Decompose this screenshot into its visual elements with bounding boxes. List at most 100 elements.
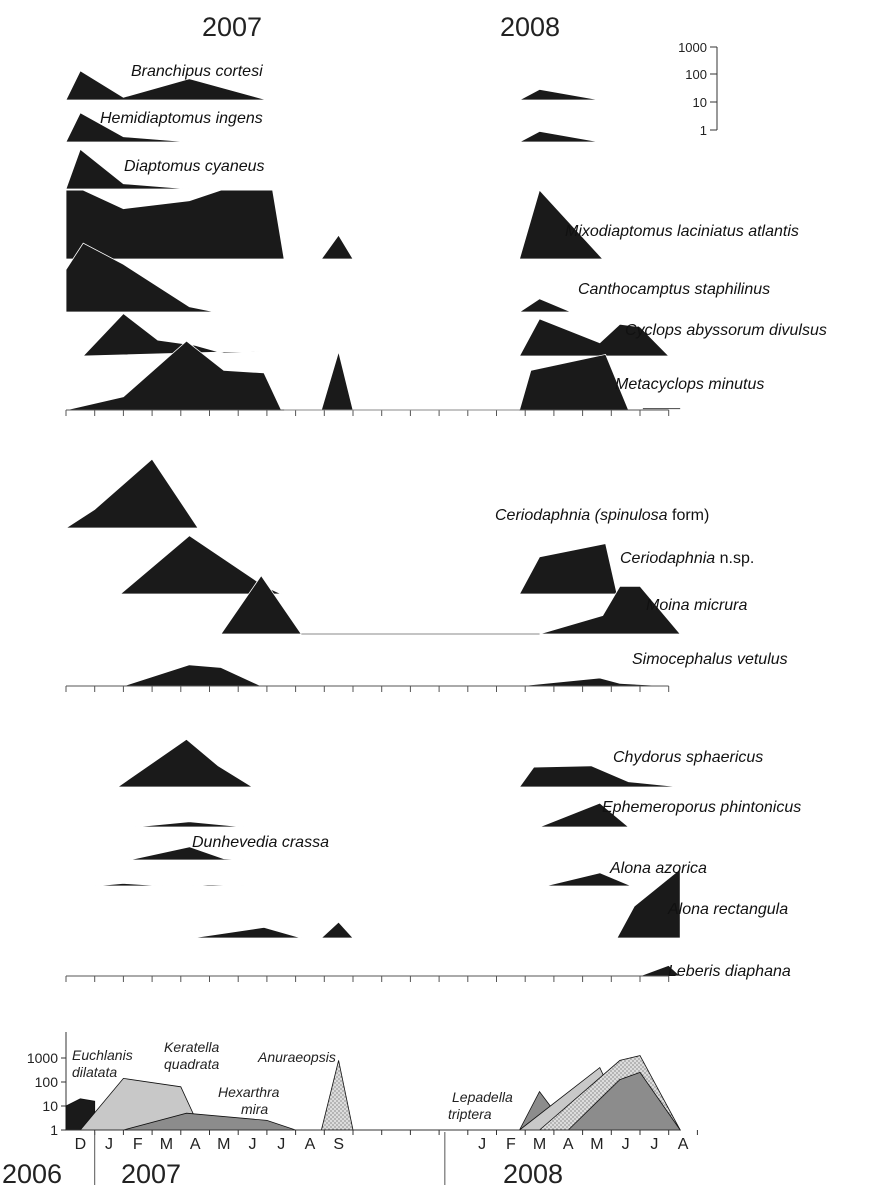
series-area-simocephalus-vetulus-1 xyxy=(519,677,669,687)
rotifer-label-keratella-2: quadrata xyxy=(164,1056,219,1072)
rotifer-label-euchlanis-2: dilatata xyxy=(72,1064,117,1080)
label-part-ceriodaphnia: Ceriodaphnia ( xyxy=(495,507,602,524)
copepod-anostracan-panel xyxy=(65,70,681,416)
rotifer-label-hexarthra-2: mira xyxy=(241,1101,268,1117)
series-label-branchipus-cortesi: Branchipus cortesi xyxy=(131,63,263,80)
series-label-diaptomus-cyaneus: Diaptomus cyaneus xyxy=(124,158,265,175)
month-label: J xyxy=(249,1136,257,1153)
month-label: M xyxy=(160,1136,173,1153)
rotifer-ytick-label: 10 xyxy=(42,1098,58,1114)
rotifer-label-keratella-1: Keratella xyxy=(164,1039,219,1055)
month-label: A xyxy=(678,1136,689,1153)
rotifer-ytick-label: 100 xyxy=(35,1074,59,1090)
scale-legend: 1000 100 10 1 xyxy=(678,40,718,138)
series-label-alona-azorica: Alona azorica xyxy=(609,860,707,877)
series-label-dunhevedia: Dunhevedia crassa xyxy=(192,834,329,851)
series-area-ceriodaphnia-spinulosa-form-0 xyxy=(64,458,199,529)
series-area-alona-azorica-0 xyxy=(94,882,164,887)
series-area-cyclops-abyssorum-divulsus-0 xyxy=(82,313,273,357)
series-area-hemidiaptomus-ingens-1 xyxy=(519,130,600,143)
series-area-chydorus-sphaericus-1 xyxy=(518,765,681,788)
series-label-cyclops: Cyclops abyssorum divulsus xyxy=(625,322,827,339)
series-area-branchipus-cortesi-0 xyxy=(65,70,268,101)
label-part-form: form) xyxy=(668,507,710,524)
top-year-2008: 2008 xyxy=(500,12,560,42)
scale-tick-10: 10 xyxy=(693,95,707,110)
month-label: M xyxy=(590,1136,603,1153)
scale-tick-1000: 1000 xyxy=(678,40,707,55)
series-label-hemidiaptomus-ingens: Hemidiaptomus ingens xyxy=(100,110,263,127)
series-area-metacyclops-minutus-2 xyxy=(518,353,630,411)
series-label-ceriodaphnia-nsp: Ceriodaphnia n.sp. xyxy=(620,550,754,567)
label-part-spinulosa: spinulosa xyxy=(600,507,668,524)
month-label: J xyxy=(105,1136,113,1153)
month-label: M xyxy=(533,1136,546,1153)
top-year-2007: 2007 xyxy=(202,12,262,42)
series-area-alona-azorica-2 xyxy=(545,872,632,887)
series-label-leberis: Leberis diaphana xyxy=(668,963,791,980)
label-part-genus: Ceriodaphnia xyxy=(620,550,715,567)
rotifer-label-anuraeopsis: Anuraeopsis xyxy=(257,1049,336,1065)
month-label: S xyxy=(333,1136,344,1153)
month-label: J xyxy=(622,1136,630,1153)
series-label-chydorus: Chydorus sphaericus xyxy=(613,749,763,766)
series-label-ephemeroporus: Ephemeroporus phintonicus xyxy=(602,799,801,816)
series-label-moina: Moina micrura xyxy=(646,597,747,614)
rotifer-label-euchlanis-1: Euchlanis xyxy=(72,1047,133,1063)
series-area-canthocamptus-staphilinus-0 xyxy=(65,242,216,313)
daphniid-panel xyxy=(64,458,682,692)
bottom-year-2008: 2008 xyxy=(503,1159,563,1187)
series-label-alona-rectangula: Alona rectangula xyxy=(667,901,788,918)
series-label-mixodiaptomus: Mixodiaptomus laciniatus atlantis xyxy=(565,223,799,240)
rotifer-ytick-label: 1 xyxy=(50,1122,58,1138)
month-label: F xyxy=(133,1136,143,1153)
month-label: M xyxy=(217,1136,230,1153)
series-label-canthocamptus: Canthocamptus staphilinus xyxy=(578,281,770,298)
month-label: A xyxy=(190,1136,201,1153)
month-label: F xyxy=(506,1136,516,1153)
series-label-ceriodaphnia-spinulosa: Ceriodaphnia (spinulosa form) xyxy=(495,507,709,524)
chydorid-panel xyxy=(65,738,682,982)
series-area-alona-rectangula-1 xyxy=(320,921,354,939)
month-label: J xyxy=(277,1136,285,1153)
label-part-nsp: n.sp. xyxy=(715,550,754,567)
series-area-chydorus-sphaericus-0 xyxy=(116,738,254,788)
series-area-moina-micrura-1 xyxy=(539,585,682,635)
series-area-mixodiaptomus-laciniatus-atlantis-2 xyxy=(518,189,604,260)
series-area-branchipus-cortesi-1 xyxy=(519,88,600,101)
rotifer-label-hexarthra-1: Hexarthra xyxy=(218,1084,280,1100)
series-label-metacyclops: Metacyclops minutus xyxy=(615,376,764,393)
series-area-mixodiaptomus-laciniatus-atlantis-0 xyxy=(65,189,285,260)
series-area-hemidiaptomus-ingens-0 xyxy=(65,112,190,143)
scale-tick-100: 100 xyxy=(685,67,707,82)
series-label-simocephalus: Simocephalus vetulus xyxy=(632,651,788,668)
rotifer-label-lepadella-1: Lepadella xyxy=(452,1089,513,1105)
series-area-alona-rectangula-2 xyxy=(616,868,681,939)
month-label: A xyxy=(563,1136,574,1153)
series-area-metacyclops-minutus-1 xyxy=(320,350,354,411)
series-area-cyclops-abyssorum-divulsus-1 xyxy=(518,318,670,357)
series-area-ceriodaphnia-n-sp-1 xyxy=(518,543,618,595)
series-area-moina-micrura-0 xyxy=(220,574,303,635)
rotifer-label-lepadella-2: triptera xyxy=(448,1106,492,1122)
series-area-dunhevedia-crassa-0 xyxy=(129,846,244,861)
series-area-simocephalus-vetulus-0 xyxy=(123,664,262,687)
rotifer-ytick-label: 1000 xyxy=(27,1050,58,1066)
month-label: J xyxy=(650,1136,658,1153)
month-label: J xyxy=(478,1136,486,1153)
bottom-year-2006: 2006 xyxy=(2,1159,62,1187)
series-area-ephemeroporus-phintonicus-1 xyxy=(539,802,630,828)
series-area-alona-azorica-1 xyxy=(192,884,244,887)
series-area-diaptomus-cyaneus-0 xyxy=(65,148,190,190)
series-area-ephemeroporus-phintonicus-0 xyxy=(134,821,244,828)
bottom-year-2007: 2007 xyxy=(121,1159,181,1187)
month-label: D xyxy=(75,1136,87,1153)
rotifer-area-anuraeopsis-3 xyxy=(320,1060,354,1131)
series-area-alona-rectangula-0 xyxy=(192,926,302,939)
scale-tick-1: 1 xyxy=(700,123,707,138)
series-area-canthocamptus-staphilinus-1 xyxy=(518,298,572,313)
series-area-mixodiaptomus-laciniatus-atlantis-1 xyxy=(320,234,354,260)
month-label: A xyxy=(305,1136,316,1153)
